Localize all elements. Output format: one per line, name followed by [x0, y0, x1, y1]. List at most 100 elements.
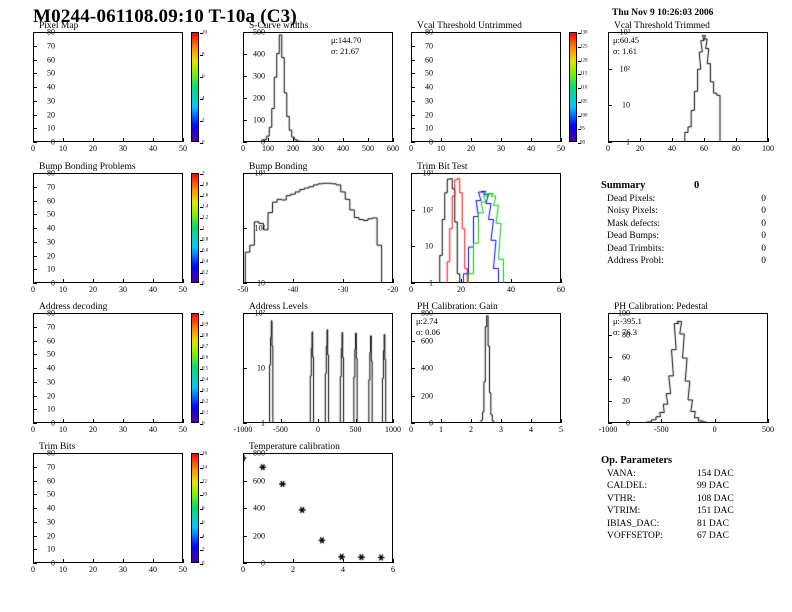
- y-tick-label: 70: [47, 41, 55, 51]
- x-tick-label: 40: [527, 144, 535, 153]
- y-tick-label: 20: [425, 110, 433, 119]
- colorbar-tick: [200, 550, 203, 552]
- colorbar-tick: [578, 129, 581, 131]
- x-tick: [531, 138, 532, 142]
- y-tick: [33, 128, 37, 130]
- y-tick-label: 80: [47, 27, 55, 37]
- op-parameter-value: 99 DAC: [697, 481, 729, 492]
- y-tick: [33, 59, 37, 61]
- y-tick: [243, 563, 247, 564]
- panel-title: Bump Bonding: [249, 162, 308, 172]
- op-parameter-value: 81 DAC: [697, 518, 729, 529]
- y-tick-label: 50: [47, 68, 55, 78]
- y-tick-label: 10³: [422, 168, 433, 178]
- y-tick-label: 600: [253, 476, 265, 485]
- colorbar: 16 14 12 10 8 6 4 2 0: [191, 452, 207, 567]
- op-parameters-title: Op. Parameters: [601, 455, 786, 466]
- y-tick-label: 1: [429, 278, 433, 288]
- x-tick-label: 300: [312, 144, 324, 153]
- x-tick-label: 0: [606, 144, 610, 153]
- x-tick: [501, 138, 502, 142]
- summary-row-value: 0: [761, 255, 766, 266]
- y-tick: [33, 466, 37, 468]
- y-tick-label: 70: [47, 182, 55, 192]
- plot-frame: [33, 173, 183, 283]
- colorbar-tick: [200, 33, 203, 34]
- x-tick-label: 60: [700, 144, 708, 153]
- y-tick-label: 30: [425, 96, 433, 106]
- y-tick: [33, 114, 37, 116]
- y-tick-label: 60: [425, 55, 433, 64]
- plot-frame: [33, 313, 183, 423]
- op-parameter-row: IBIAS_DAC: 81 DAC: [601, 519, 786, 531]
- x-tick-label: 0: [712, 425, 717, 434]
- y-tick-label: 30: [47, 237, 55, 247]
- x-tick-label: 0: [241, 565, 245, 574]
- x-tick: [63, 138, 64, 142]
- y-tick-label: 80: [47, 448, 55, 458]
- x-tick: [293, 138, 294, 142]
- colorbar-tick: [200, 207, 203, 208]
- vcal-trimmed-histogram: [608, 32, 768, 142]
- colorbar-tick: [200, 273, 203, 274]
- x-tick-label: 500: [362, 144, 374, 153]
- colorbar-tick: [200, 467, 203, 469]
- colorbar-tick: [200, 495, 203, 497]
- y-tick-label: 50: [47, 349, 55, 359]
- colorbar-tick: [200, 314, 203, 315]
- op-parameters-block: Op. Parameters VANA: 154 DAC CALDEL: 99 DAC…: [601, 455, 786, 543]
- x-tick: [561, 419, 562, 423]
- y-tick-label: 400: [253, 49, 265, 59]
- x-tick-label: 40: [149, 144, 157, 153]
- summary-row: Dead Pixels: 0: [601, 194, 786, 206]
- y-tick-label: 1: [626, 137, 630, 147]
- summary-row-label: Dead Trimbits:: [607, 243, 665, 254]
- y-tick-label: 10²: [619, 64, 630, 74]
- x-tick-label: 0: [31, 565, 35, 574]
- y-tick: [33, 283, 37, 284]
- colorbar-label: 0.8: [202, 237, 209, 243]
- y-tick-label: 50: [47, 489, 55, 499]
- x-tick: [123, 279, 124, 283]
- y-tick: [243, 173, 247, 174]
- y-tick: [411, 32, 415, 33]
- colorbar-label: 0.2: [202, 270, 209, 276]
- y-tick-label: 10: [47, 544, 55, 554]
- summary-row-label: Dead Pixels:: [607, 194, 656, 204]
- y-tick: [411, 423, 415, 424]
- y-tick-label: 800: [421, 308, 433, 318]
- y-tick: [608, 105, 612, 107]
- colorbar: 10 8 6 4 2 0: [191, 31, 207, 146]
- y-tick: [411, 142, 415, 143]
- colorbar-label: 0: [202, 421, 205, 427]
- x-tick: [768, 138, 769, 142]
- x-tick: [63, 419, 64, 423]
- y-tick-label: 60: [47, 336, 55, 345]
- op-parameter-value: 67 DAC: [697, 530, 729, 541]
- op-parameter-label: IBIAS_DAC:: [607, 518, 660, 529]
- colorbar-tick: [200, 347, 203, 348]
- x-tick: [293, 559, 294, 563]
- x-tick: [714, 419, 716, 423]
- y-tick-label: 10: [425, 123, 433, 133]
- y-tick-label: 1: [261, 418, 265, 428]
- colorbar-label: 1.2: [202, 215, 209, 221]
- colorbar-label: 115: [580, 71, 588, 77]
- colorbar-tick: [200, 336, 203, 337]
- x-tick-label: 0: [31, 425, 35, 434]
- y-tick-label: 20: [47, 531, 55, 540]
- y-tick-label: 10: [257, 278, 265, 288]
- x-tick: [318, 419, 319, 423]
- x-tick: [393, 138, 394, 142]
- x-tick-label: 0: [31, 285, 35, 294]
- colorbar-label: 0.6: [202, 355, 209, 361]
- x-tick-label: 40: [149, 565, 157, 574]
- x-tick: [608, 138, 609, 142]
- y-tick-label: 10²: [422, 205, 433, 215]
- y-tick-label: 200: [421, 391, 433, 400]
- x-tick: [461, 279, 462, 283]
- summary-row: Dead Bumps: 0: [601, 231, 786, 243]
- colorbar-tick: [200, 509, 203, 510]
- x-tick-label: -20: [387, 285, 399, 294]
- colorbar-tick: [200, 262, 203, 263]
